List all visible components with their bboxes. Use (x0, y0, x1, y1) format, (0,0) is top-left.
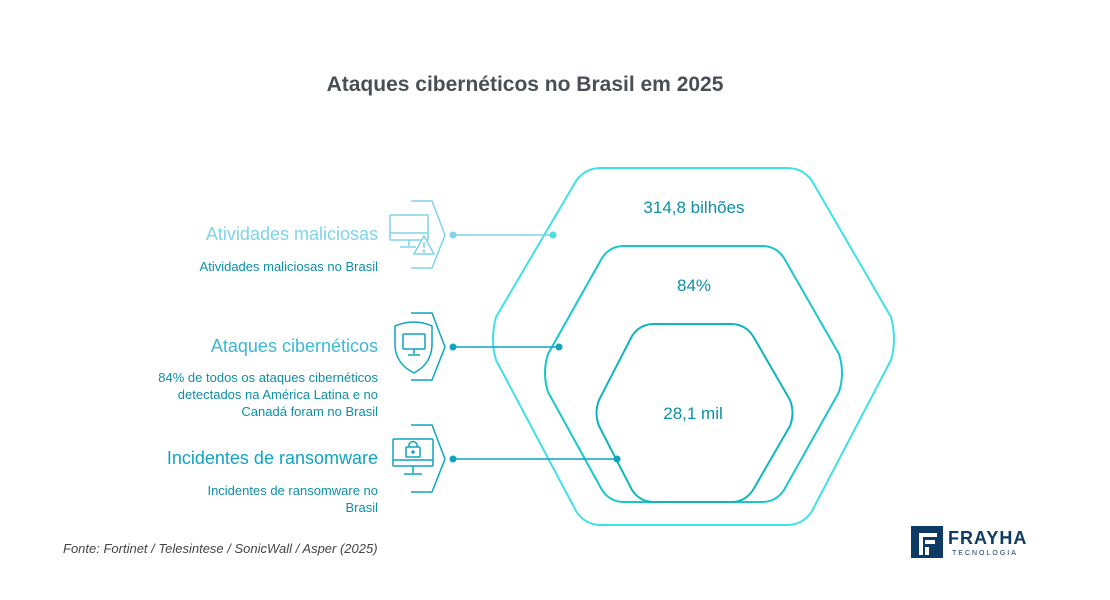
outer-hexagon (492, 167, 895, 526)
item-desc-atividades: Atividades maliciosas no Brasil (199, 259, 378, 274)
connector-dot-start-3 (449, 455, 457, 463)
item-title-ransomware: Incidentes de ransomware (166, 448, 378, 468)
item-title-ataques: Ataques cibernéticos (210, 336, 378, 356)
logo-name: FRAYHA (948, 528, 1028, 548)
hexagon-value-inner: 28,1 mil (663, 404, 723, 423)
source-note: Fonte: Fortinet / Telesintese / SonicWal… (63, 541, 378, 556)
item-desc-ransomware: Incidentes de ransomware no Brasil (207, 483, 378, 515)
hexagon-value-outer: 314,8 bilhões (643, 198, 745, 217)
connector-dot-end-2 (555, 343, 563, 351)
connector-dot-end-1 (549, 231, 557, 239)
frayha-logo: FRAYHA TECNOLOGIA (911, 526, 1026, 563)
shield-monitor-icon (394, 312, 446, 381)
monitor-warning-icon (389, 200, 446, 269)
hexagon-value-middle: 84% (676, 276, 712, 295)
inner-hexagon (595, 323, 794, 503)
item-title-atividades: Atividades maliciosas (205, 224, 378, 244)
item-desc-ataques: 84% de todos os ataques cibernéticos det… (158, 370, 378, 419)
connector-dot-start-1 (449, 231, 457, 239)
middle-hexagon (544, 245, 843, 503)
frayha-logo-mark (911, 526, 943, 558)
connector-dot-end-3 (613, 455, 621, 463)
diagram-title: Ataques cibernéticos no Brasil em 2025 (326, 73, 724, 96)
lock-monitor-icon (392, 424, 446, 493)
logo-subtitle: TECNOLOGIA (952, 550, 1018, 557)
connector-dot-start-2 (449, 343, 457, 351)
